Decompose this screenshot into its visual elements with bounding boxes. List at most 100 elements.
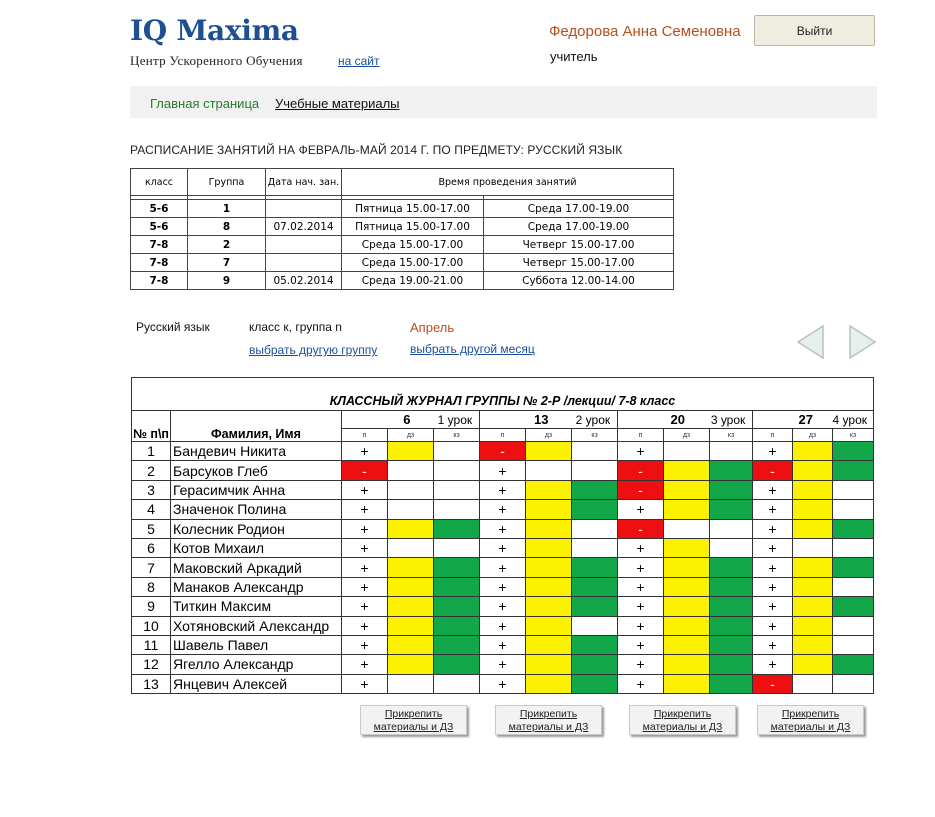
journal-cell[interactable] bbox=[663, 557, 710, 578]
journal-cell[interactable]: + bbox=[752, 576, 793, 598]
journal-cell[interactable] bbox=[709, 537, 753, 559]
journal-cell[interactable] bbox=[792, 654, 833, 675]
journal-cell[interactable] bbox=[571, 615, 618, 636]
journal-cell[interactable]: + bbox=[617, 537, 664, 559]
journal-cell[interactable] bbox=[571, 673, 618, 695]
journal-cell[interactable] bbox=[433, 615, 480, 636]
journal-cell[interactable] bbox=[387, 499, 434, 520]
journal-cell[interactable]: + bbox=[341, 654, 388, 675]
journal-cell[interactable] bbox=[832, 518, 874, 539]
journal-cell[interactable] bbox=[525, 673, 572, 695]
journal-cell[interactable] bbox=[832, 615, 874, 636]
journal-cell[interactable] bbox=[832, 654, 874, 675]
journal-cell[interactable]: + bbox=[341, 518, 388, 539]
journal-cell[interactable]: + bbox=[752, 518, 793, 539]
journal-cell[interactable]: + bbox=[752, 557, 793, 578]
journal-cell[interactable] bbox=[525, 460, 572, 481]
journal-cell[interactable] bbox=[709, 634, 753, 656]
journal-cell[interactable] bbox=[709, 654, 753, 675]
journal-cell[interactable]: + bbox=[341, 440, 388, 462]
journal-cell[interactable]: + bbox=[617, 576, 664, 598]
journal-cell[interactable] bbox=[571, 499, 618, 520]
journal-cell[interactable] bbox=[663, 460, 710, 481]
journal-cell[interactable] bbox=[525, 518, 572, 539]
journal-cell[interactable] bbox=[792, 537, 833, 559]
journal-cell[interactable] bbox=[663, 654, 710, 675]
journal-cell[interactable] bbox=[571, 576, 618, 598]
journal-cell[interactable]: + bbox=[479, 460, 526, 481]
journal-cell[interactable]: + bbox=[341, 615, 388, 636]
journal-cell[interactable] bbox=[525, 557, 572, 578]
journal-cell[interactable] bbox=[387, 615, 434, 636]
journal-cell[interactable] bbox=[792, 479, 833, 501]
journal-cell[interactable] bbox=[433, 537, 480, 559]
journal-cell[interactable] bbox=[387, 634, 434, 656]
journal-cell[interactable]: + bbox=[617, 634, 664, 656]
journal-cell[interactable]: - bbox=[752, 673, 793, 695]
journal-cell[interactable]: + bbox=[752, 654, 793, 675]
journal-cell[interactable] bbox=[709, 557, 753, 578]
journal-cell[interactable]: - bbox=[617, 518, 664, 539]
journal-cell[interactable]: + bbox=[479, 479, 526, 501]
journal-cell[interactable] bbox=[709, 499, 753, 520]
journal-cell[interactable] bbox=[792, 673, 833, 695]
journal-cell[interactable] bbox=[525, 499, 572, 520]
journal-cell[interactable]: + bbox=[341, 499, 388, 520]
journal-cell[interactable]: + bbox=[479, 673, 526, 695]
journal-cell[interactable] bbox=[387, 479, 434, 501]
journal-cell[interactable] bbox=[792, 518, 833, 539]
journal-cell[interactable]: + bbox=[479, 537, 526, 559]
journal-cell[interactable] bbox=[663, 479, 710, 501]
journal-cell[interactable]: + bbox=[341, 537, 388, 559]
journal-cell[interactable] bbox=[663, 518, 710, 539]
journal-cell[interactable] bbox=[525, 634, 572, 656]
journal-cell[interactable] bbox=[433, 460, 480, 481]
journal-cell[interactable]: + bbox=[752, 615, 793, 636]
journal-cell[interactable] bbox=[832, 557, 874, 578]
journal-cell[interactable] bbox=[571, 654, 618, 675]
journal-cell[interactable] bbox=[792, 440, 833, 462]
journal-cell[interactable] bbox=[387, 596, 434, 617]
journal-cell[interactable] bbox=[433, 576, 480, 598]
journal-cell[interactable] bbox=[571, 440, 618, 462]
journal-cell[interactable]: + bbox=[617, 673, 664, 695]
journal-cell[interactable] bbox=[433, 557, 480, 578]
journal-cell[interactable]: + bbox=[341, 634, 388, 656]
journal-cell[interactable] bbox=[709, 440, 753, 462]
journal-cell[interactable] bbox=[663, 615, 710, 636]
journal-cell[interactable] bbox=[832, 537, 874, 559]
arrow-right-icon[interactable] bbox=[848, 325, 877, 359]
journal-cell[interactable] bbox=[792, 460, 833, 481]
journal-cell[interactable] bbox=[433, 479, 480, 501]
journal-cell[interactable]: + bbox=[617, 615, 664, 636]
journal-cell[interactable] bbox=[571, 479, 618, 501]
journal-cell[interactable]: + bbox=[617, 499, 664, 520]
journal-cell[interactable] bbox=[525, 654, 572, 675]
logo[interactable]: IQ Maxima bbox=[130, 14, 299, 47]
journal-cell[interactable]: + bbox=[752, 634, 793, 656]
journal-cell[interactable] bbox=[571, 634, 618, 656]
journal-cell[interactable]: - bbox=[752, 460, 793, 481]
journal-cell[interactable]: + bbox=[341, 673, 388, 695]
journal-cell[interactable] bbox=[663, 673, 710, 695]
journal-cell[interactable] bbox=[525, 537, 572, 559]
journal-cell[interactable] bbox=[571, 537, 618, 559]
journal-cell[interactable] bbox=[709, 576, 753, 598]
journal-cell[interactable] bbox=[387, 654, 434, 675]
journal-cell[interactable] bbox=[832, 440, 874, 462]
journal-cell[interactable] bbox=[387, 557, 434, 578]
journal-cell[interactable] bbox=[387, 440, 434, 462]
journal-cell[interactable] bbox=[525, 479, 572, 501]
nav-home-link[interactable]: Главная страница bbox=[150, 96, 260, 111]
journal-cell[interactable] bbox=[387, 576, 434, 598]
journal-cell[interactable] bbox=[832, 499, 874, 520]
journal-cell[interactable] bbox=[663, 440, 710, 462]
journal-cell[interactable]: + bbox=[617, 654, 664, 675]
journal-cell[interactable] bbox=[663, 537, 710, 559]
journal-cell[interactable] bbox=[792, 576, 833, 598]
journal-cell[interactable]: + bbox=[341, 557, 388, 578]
journal-cell[interactable] bbox=[709, 518, 753, 539]
journal-cell[interactable] bbox=[832, 673, 874, 695]
journal-cell[interactable]: + bbox=[617, 557, 664, 578]
journal-cell[interactable]: - bbox=[617, 460, 664, 481]
